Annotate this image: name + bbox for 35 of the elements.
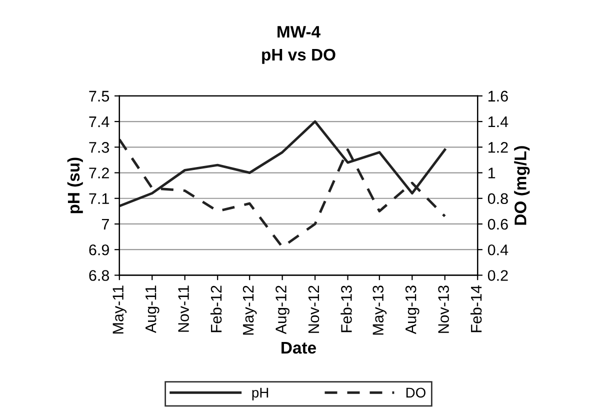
legend-label: DO bbox=[406, 388, 426, 398]
x-tick-label: Feb-12 bbox=[210, 286, 222, 332]
y-tick-label: 7 bbox=[102, 219, 109, 230]
x-tick-label: Aug-11 bbox=[146, 286, 160, 334]
y-tick-label: 7.2 bbox=[89, 168, 109, 178]
x-tick-label: Aug-12 bbox=[276, 286, 290, 334]
chart-subtitle: pH vs DO bbox=[262, 48, 336, 64]
y2-tick-label: 1.2 bbox=[488, 142, 508, 153]
y2-tick-label: 1 bbox=[488, 168, 496, 178]
y-tick-label: 7.3 bbox=[89, 142, 110, 153]
y2-tick-label: 0.8 bbox=[488, 193, 508, 204]
y2-tick-label: 1.4 bbox=[488, 116, 508, 128]
x-tick-label: Aug-13 bbox=[405, 286, 420, 334]
x-tick-label: May-12 bbox=[242, 286, 257, 335]
x-tick-label: May-11 bbox=[112, 286, 127, 334]
y2-tick-label: 0.6 bbox=[488, 218, 508, 230]
x-axis-title: Date bbox=[282, 342, 316, 354]
y-tick-label: 6.8 bbox=[89, 270, 110, 281]
y-axis-title: pH (su) bbox=[67, 158, 83, 214]
y2-tick-label: 0.2 bbox=[488, 270, 508, 281]
y-tick-label: 6.9 bbox=[89, 244, 109, 256]
x-tick-label: Feb-13 bbox=[340, 286, 352, 332]
y-tick-label: 7.4 bbox=[89, 116, 110, 128]
y2-axis-title: DO (mg/L) bbox=[514, 146, 530, 225]
y2-tick-label: 0.4 bbox=[488, 244, 508, 256]
x-tick-label: Nov-12 bbox=[308, 286, 320, 333]
y-tick-label: 7.1 bbox=[89, 193, 109, 204]
x-tick-label: Nov-11 bbox=[178, 286, 189, 332]
chart-title: MW-4 bbox=[278, 26, 320, 38]
legend-label: pH bbox=[252, 388, 268, 400]
y-tick-label: 7.5 bbox=[89, 90, 110, 102]
x-tick-label: Nov-13 bbox=[438, 286, 449, 333]
x-tick-label: May-13 bbox=[372, 286, 387, 335]
y2-tick-label: 1.6 bbox=[488, 90, 508, 102]
x-tick-label: Feb-14 bbox=[470, 285, 482, 332]
